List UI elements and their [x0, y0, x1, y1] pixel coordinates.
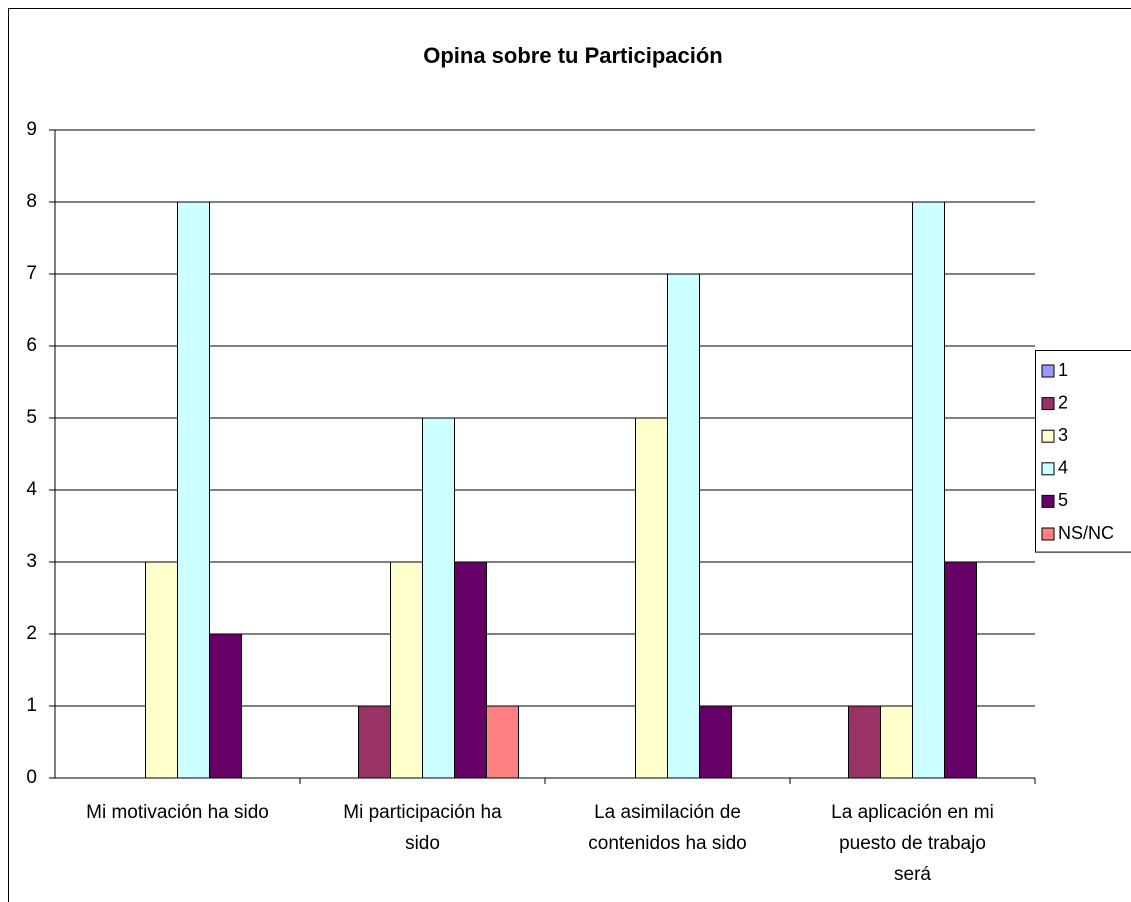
x-tick-label: La asimilación de — [594, 802, 741, 823]
bar — [699, 705, 732, 779]
y-tick-label: 5 — [26, 407, 37, 428]
bar — [912, 201, 945, 779]
y-tick-label: 8 — [26, 191, 37, 212]
x-tick-label: contenidos ha sido — [588, 833, 746, 854]
x-tick-label: será — [894, 864, 931, 885]
bar — [635, 417, 668, 779]
legend-label: 4 — [1058, 458, 1068, 478]
x-tick-label: Mi participación ha — [343, 802, 502, 823]
x-tick-label: puesto de trabajo — [839, 833, 986, 854]
legend-label: NS/NC — [1058, 523, 1114, 543]
x-tick-label: La aplicación en mi — [831, 802, 994, 823]
y-tick-label: 0 — [26, 767, 37, 788]
bar — [667, 273, 700, 779]
bar — [145, 561, 178, 779]
bar — [880, 705, 913, 779]
legend-label: 3 — [1058, 425, 1068, 445]
legend: 1 2 3 4 5 NS/NC — [1035, 350, 1131, 553]
bar — [486, 705, 519, 779]
legend-label: 5 — [1058, 490, 1068, 510]
bar — [422, 417, 455, 779]
y-tick-label: 2 — [26, 623, 37, 644]
bar — [454, 561, 487, 779]
chart-title: Opina sobre tu Participación — [423, 43, 723, 68]
y-tick-label: 1 — [26, 695, 37, 716]
y-tick-label: 9 — [26, 119, 37, 140]
legend-swatch — [1041, 462, 1055, 476]
legend-swatch — [1041, 397, 1055, 411]
bar — [944, 561, 977, 779]
y-tick-label: 3 — [26, 551, 37, 572]
bar — [358, 705, 391, 779]
bar — [390, 561, 423, 779]
legend-swatch — [1041, 364, 1055, 378]
x-tick-label: Mi motivación ha sido — [86, 802, 269, 823]
legend-label: 2 — [1058, 392, 1068, 412]
y-tick-label: 7 — [26, 263, 37, 284]
legend-swatch — [1041, 527, 1055, 541]
x-tick-label: sido — [405, 833, 440, 854]
legend-swatch — [1041, 429, 1055, 443]
legend-box — [1035, 350, 1131, 553]
bar — [177, 201, 210, 779]
legend-label: 1 — [1058, 360, 1068, 380]
y-tick-label: 6 — [26, 335, 37, 356]
y-tick-label: 4 — [26, 479, 37, 500]
bar — [209, 633, 242, 779]
legend-swatch — [1041, 494, 1055, 508]
bar — [848, 705, 881, 779]
